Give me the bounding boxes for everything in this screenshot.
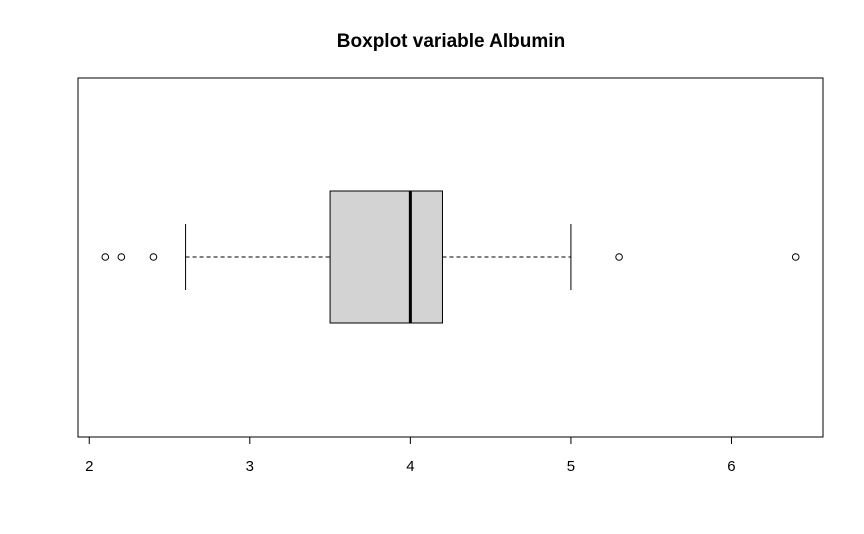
- outlier-point: [149, 253, 158, 261]
- x-tick-label: 3: [246, 458, 254, 475]
- outlier-point: [615, 253, 623, 261]
- outlier-point: [101, 253, 110, 261]
- outlier-point: [117, 253, 126, 261]
- x-tick-label: 5: [567, 458, 575, 475]
- iqr-box: [329, 190, 443, 324]
- x-axis: 2 3 4 5 6: [85, 436, 736, 475]
- x-tick-label: 2: [85, 458, 93, 475]
- chart-title: Boxplot variable Albumin: [337, 31, 565, 52]
- x-tick-label: 6: [727, 458, 735, 475]
- x-tick-label: 4: [406, 458, 414, 475]
- boxplot: [101, 190, 800, 324]
- outlier-point: [791, 253, 800, 261]
